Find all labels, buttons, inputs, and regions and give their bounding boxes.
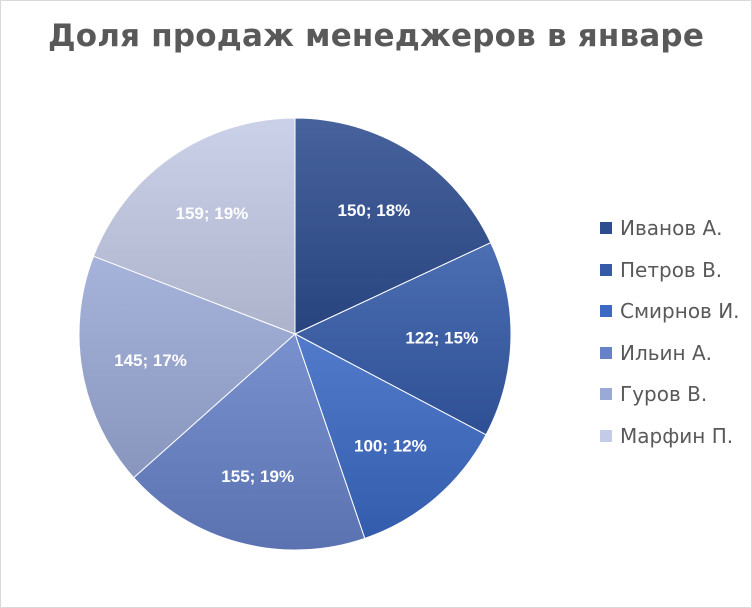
legend-swatch (600, 305, 612, 317)
pie-slice (294, 332, 487, 540)
legend-item: Марфин П. (600, 423, 740, 448)
pie-data-label: 155; 19% (221, 467, 294, 486)
legend-swatch (600, 429, 612, 442)
pie-data-labels: 150; 18% 122; 15% 100; 12% 155; 19% 145; 17%… (114, 201, 478, 486)
pie-slice (133, 333, 366, 551)
legend-label: Ильин А. (620, 340, 713, 365)
pie-data-label: 100; 12% (354, 437, 427, 456)
legend-item: Иванов А. (600, 216, 740, 240)
legend-item: Петров В. (600, 257, 740, 282)
legend-label: Гуров В. (620, 382, 708, 406)
pie-data-label: 145; 17% (114, 351, 187, 370)
chart-title: Доля продаж менеджеров в январе (47, 18, 705, 54)
legend-swatch (600, 388, 612, 400)
legend: Иванов А. Петров В. Смирнов И. Ильин А. … (600, 216, 740, 467)
legend-swatch (600, 222, 612, 234)
pie-slice (92, 117, 296, 335)
legend-item: Гуров В. (600, 382, 740, 406)
pie-data-label: 150; 18% (338, 201, 411, 220)
pie-slice (78, 255, 296, 479)
legend-swatch (600, 263, 612, 276)
pie-slices (78, 117, 512, 551)
legend-label: Марфин П. (620, 423, 734, 448)
pie-data-label: 159; 19% (176, 204, 249, 223)
legend-item: Смирнов И. (600, 299, 740, 323)
legend-label: Иванов А. (620, 216, 723, 240)
pie-slice (294, 117, 492, 335)
legend-label: Смирнов И. (620, 299, 740, 323)
pie-slice (293, 241, 512, 436)
legend-item: Ильин А. (600, 340, 740, 365)
pie-data-label: 122; 15% (405, 329, 478, 348)
legend-swatch (600, 346, 612, 359)
legend-label: Петров В. (620, 257, 723, 282)
